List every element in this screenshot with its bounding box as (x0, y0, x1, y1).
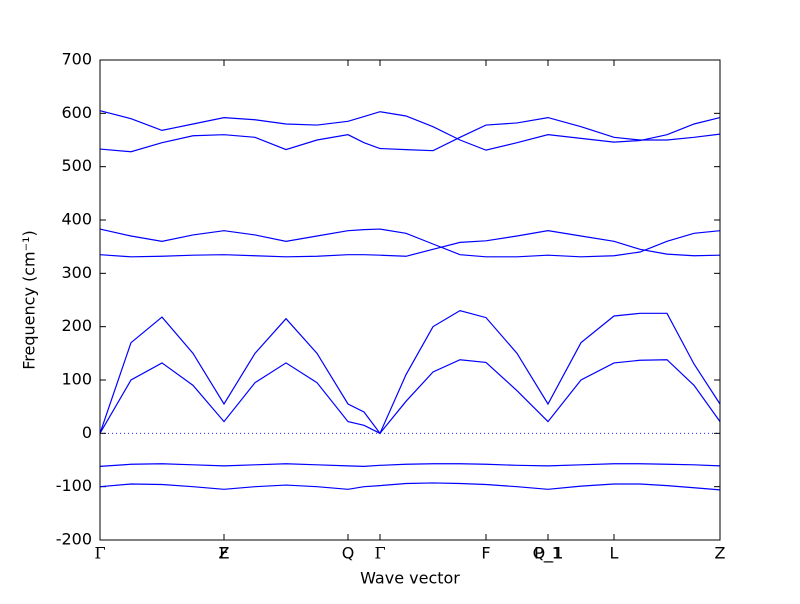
y-tick-label: 500 (61, 156, 92, 175)
y-tick-label: 200 (61, 316, 92, 335)
y-tick-label: 100 (61, 370, 92, 389)
band-line (99, 228, 721, 258)
plot-frame (99, 59, 721, 541)
y-tick-label: 700 (61, 50, 92, 69)
x-tick-label: Z (219, 544, 230, 563)
x-tick-label: Z (715, 544, 726, 563)
y-tick-label: 0 (82, 423, 92, 442)
band-line (99, 463, 721, 468)
x-tick-label: Q_1 (533, 544, 564, 564)
x-tick-label: Q (342, 544, 355, 563)
x-tick-label: Γ (374, 544, 385, 563)
band-line (99, 310, 721, 435)
band-line (99, 116, 721, 153)
x-tick-label: F (481, 544, 490, 563)
band-line (99, 230, 721, 258)
x-tick-label: P_1 (534, 544, 562, 564)
x-axis-label: Wave vector (360, 569, 460, 588)
x-tick-label: L (610, 544, 619, 563)
y-tick-label: 300 (61, 263, 92, 282)
band-line (99, 482, 721, 491)
band-line (99, 110, 721, 151)
y-tick-label: 600 (61, 103, 92, 122)
band-line (99, 359, 721, 435)
y-tick-label: 400 (61, 210, 92, 229)
y-axis-label: Frequency (cm⁻¹) (20, 230, 39, 369)
y-tick-label: -100 (56, 476, 92, 495)
x-tick-label: Γ (94, 544, 105, 563)
x-tick-label: F (219, 544, 228, 563)
y-tick-label: -200 (56, 530, 92, 549)
